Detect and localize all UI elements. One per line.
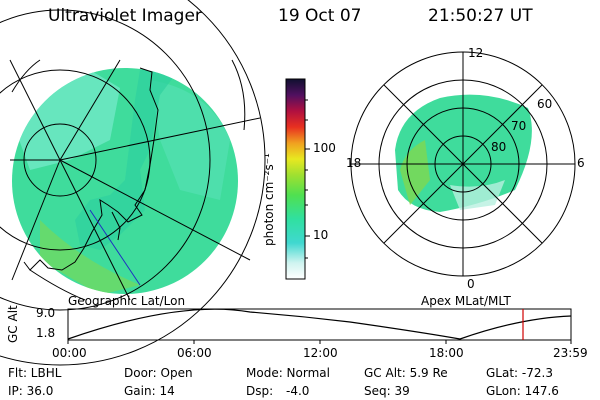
time-label: 21:50:27 UT xyxy=(428,6,533,26)
altitude-xtick: 00:00 xyxy=(52,346,87,360)
mlt-label-6: 6 xyxy=(577,156,585,170)
mode-info: Mode: Normal xyxy=(246,366,330,380)
altitude-ytick-1-8: 1.8 xyxy=(36,326,56,340)
grid-arc xyxy=(231,59,246,131)
gain-info: Gain: 14 xyxy=(124,384,175,398)
altitude-xtick: 18:00 xyxy=(429,346,464,360)
instrument-title: Ultraviolet Imager xyxy=(48,6,202,26)
colorbar-ticks xyxy=(305,99,310,259)
altitude-xtick: 23:59 xyxy=(553,346,588,360)
altitude-frame xyxy=(67,308,572,341)
ip-info: IP: 36.0 xyxy=(8,384,54,398)
altitude-ytick-9: 9.0 xyxy=(36,306,56,320)
longitude-line xyxy=(59,159,251,261)
gc-alt-info: GC Alt: 5.9 Re xyxy=(364,366,448,380)
altitude-plot xyxy=(67,308,572,344)
mlat-label-70: 70 xyxy=(511,119,527,133)
longitude-line xyxy=(11,159,61,281)
mlt-line xyxy=(383,84,543,244)
grid-arc xyxy=(29,269,86,301)
geographic-map xyxy=(0,0,266,366)
mlt-label-0: 0 xyxy=(467,277,475,291)
altitude-xtick: 06:00 xyxy=(177,346,212,360)
door-info: Door: Open xyxy=(124,366,193,380)
longitude-line xyxy=(9,59,61,161)
altitude-xtick: 12:00 xyxy=(303,346,338,360)
glat-info: GLat: -72.3 xyxy=(486,366,553,380)
grid-arc xyxy=(11,59,41,93)
emission-patch xyxy=(40,220,140,294)
glon-info: GLon: 147.6 xyxy=(486,384,559,398)
latitude-circle xyxy=(0,9,211,311)
altitude-ylabel: GC Alt xyxy=(6,305,20,343)
colorbar-tick-100: 100 xyxy=(313,141,336,155)
date-label: 19 Oct 07 xyxy=(278,6,362,26)
latitude-circle xyxy=(0,69,151,251)
dsp-label: Dsp: xyxy=(246,384,274,398)
longitude-line xyxy=(59,117,261,161)
colorbar-tick-10: 10 xyxy=(313,228,329,242)
longitude-line xyxy=(59,59,121,161)
coastline-blue xyxy=(89,209,141,286)
dsp-value: -4.0 xyxy=(286,384,310,398)
coastline xyxy=(23,67,159,271)
altitude-curve xyxy=(67,308,572,340)
mlt-label-18: 18 xyxy=(346,156,362,170)
colorbar-label: photon cm⁻²s⁻¹ xyxy=(262,153,276,246)
polar-plot xyxy=(350,51,576,277)
latitude-circle xyxy=(0,0,266,366)
mlt-label-12: 12 xyxy=(468,46,484,60)
mlat-label-80: 80 xyxy=(491,140,507,154)
colorbar xyxy=(285,78,306,280)
mlat-label-60: 60 xyxy=(537,97,553,111)
geographic-caption: Geographic Lat/Lon xyxy=(68,294,186,308)
altitude-ticks xyxy=(67,340,572,344)
filter-info: Flt: LBHL xyxy=(8,366,62,380)
emission-patch xyxy=(450,180,505,210)
polar-caption: Apex MLat/MLT xyxy=(421,294,511,308)
longitude-line xyxy=(59,159,131,301)
seq-info: Seq: 39 xyxy=(364,384,410,398)
